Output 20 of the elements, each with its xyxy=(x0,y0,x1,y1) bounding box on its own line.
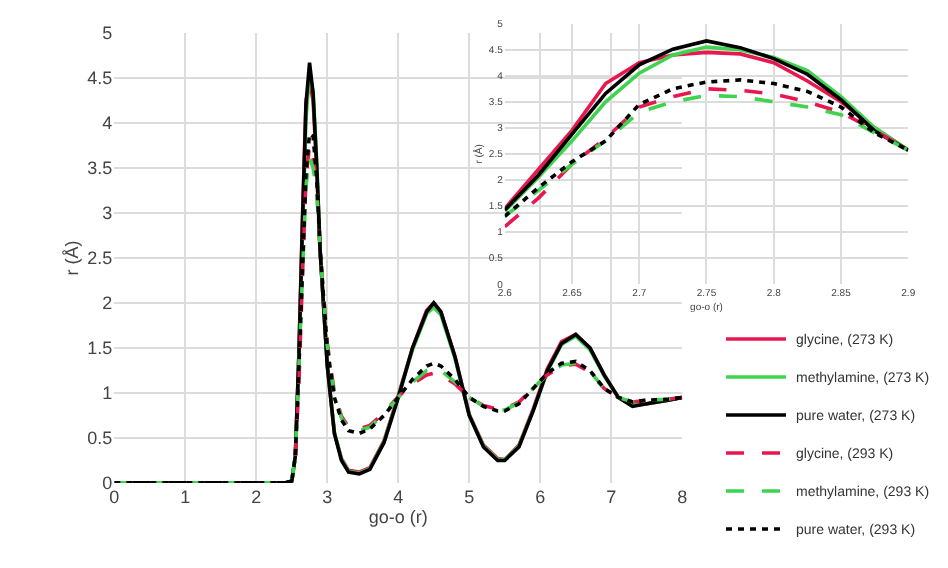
y-tick-label: 0.5 xyxy=(87,428,113,449)
x-tick-label: 5 xyxy=(464,486,475,507)
y-tick-label: 2.5 xyxy=(87,248,113,269)
x-tick-label: 1 xyxy=(180,486,191,507)
y-axis-title: r (Å) xyxy=(62,240,83,276)
y-tick-label: 1 xyxy=(102,383,113,404)
x-tick-label: 2 xyxy=(251,486,262,507)
x-tick-label: 6 xyxy=(535,486,546,507)
y-tick-label: 4.5 xyxy=(87,68,113,89)
x-tick-label: 7 xyxy=(606,486,617,507)
y-tick-label: 5 xyxy=(102,23,113,44)
y-tick-label: 4 xyxy=(102,113,113,134)
y-tick-label: 3 xyxy=(102,203,113,224)
x-tick-label: 4 xyxy=(393,486,404,507)
y-tick-label: 1.5 xyxy=(87,338,113,359)
y-tick-label: 3.5 xyxy=(87,158,113,179)
x-tick-label: 3 xyxy=(322,486,333,507)
y-tick-label: 0 xyxy=(102,473,113,494)
x-axis-title: go-o (r) xyxy=(368,506,428,527)
x-tick-label: 8 xyxy=(677,486,688,507)
